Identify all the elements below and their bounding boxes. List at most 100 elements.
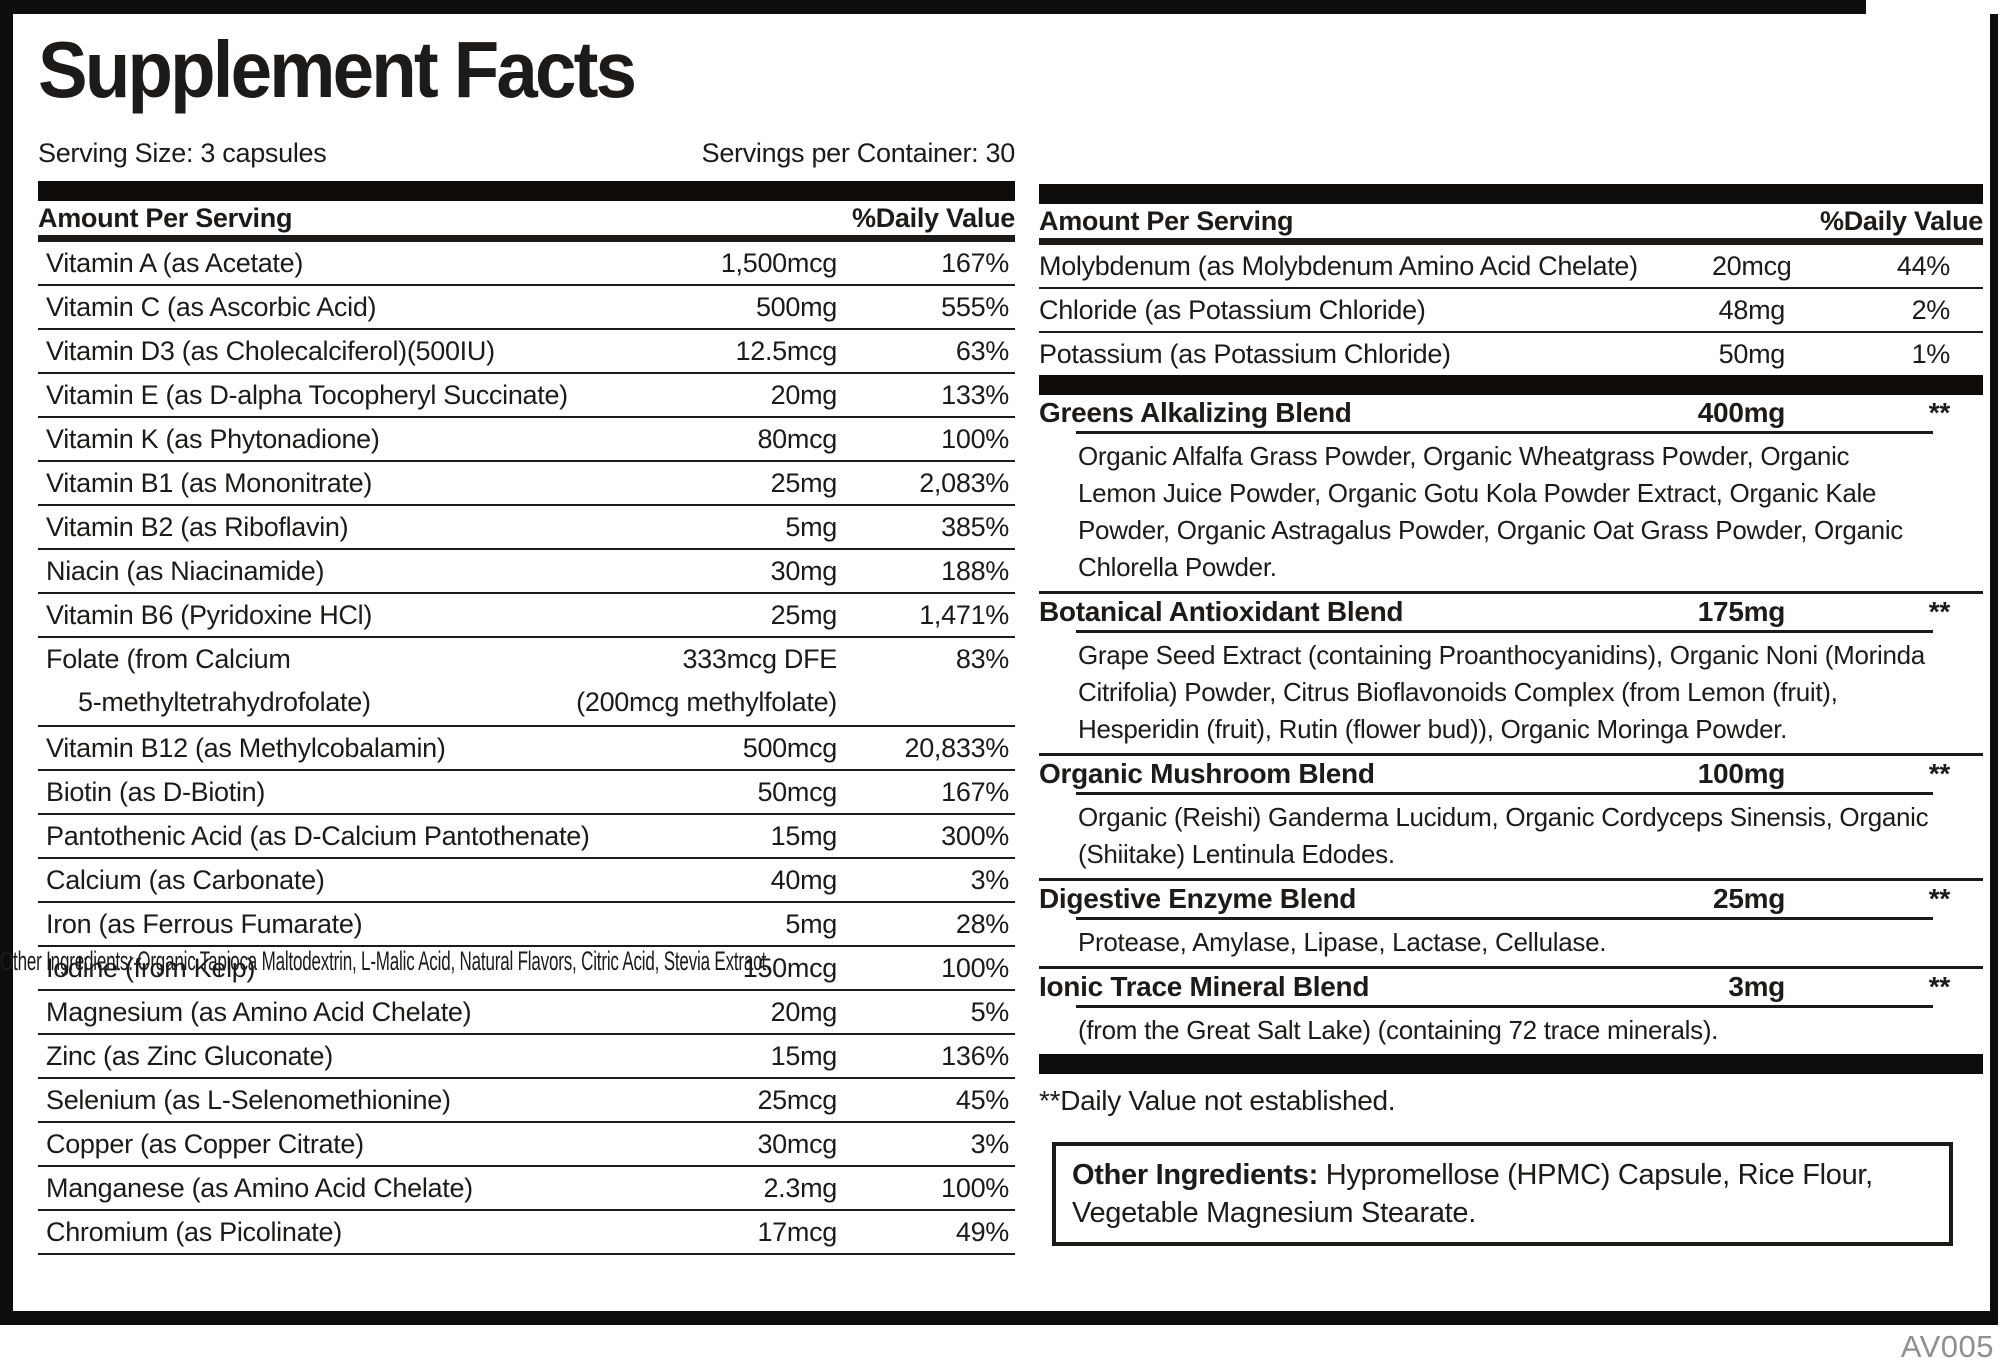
blend-name: Ionic Trace Mineral Blend: [1039, 971, 1370, 1002]
nutrient-name: Vitamin K (as Phytonadione): [46, 423, 380, 454]
nutrient-daily-value: 133%: [941, 379, 1009, 410]
nutrient-row: Selenium (as L-Selenomethionine) 25mcg 4…: [38, 1079, 1015, 1123]
nutrient-row: Zinc (as Zinc Gluconate) 15mg 136%: [38, 1035, 1015, 1079]
nutrient-name: Iron (as Ferrous Fumarate): [46, 908, 363, 939]
nutrient-name: Iodine (from Kelp): [46, 952, 256, 983]
nutrient-name: Copper (as Copper Citrate): [46, 1128, 364, 1159]
product-code: AV005: [1900, 1329, 1994, 1364]
nutrient-name: Vitamin C (as Ascorbic Acid): [46, 291, 377, 322]
nutrient-name: Calcium (as Carbonate): [46, 864, 325, 895]
nutrient-row: Biotin (as D-Biotin) 50mcg 167%: [38, 771, 1015, 815]
blend-daily-value: **: [1928, 883, 1951, 914]
nutrient-amount: 48mg: [1718, 294, 1786, 325]
label-border-top: [0, 0, 1866, 14]
nutrient-row: Chloride (as Potassium Chloride) 48mg 2%: [1039, 289, 1983, 333]
blend-section: Ionic Trace Mineral Blend 3mg ** (from t…: [1039, 971, 1983, 1054]
nutrient-row: Magnesium (as Amino Acid Chelate) 20mg 5…: [38, 991, 1015, 1035]
nutrient-amount-line2: (200mcg methylfolate): [576, 687, 837, 717]
blend-header: Digestive Enzyme Blend 25mg **: [1039, 883, 1983, 914]
nutrient-amount: 1,500mcg: [720, 247, 837, 278]
nutrient-name: Biotin (as D-Biotin): [46, 776, 266, 807]
divider-bar: [1039, 238, 1983, 245]
nutrient-row: Manganese (as Amino Acid Chelate) 2.3mg …: [38, 1167, 1015, 1211]
blend-ingredients: Organic Alfalfa Grass Powder, Organic Wh…: [1078, 441, 1903, 582]
divider-bar: [38, 181, 1015, 201]
nutrient-name: Vitamin B2 (as Riboflavin): [46, 511, 349, 542]
nutrient-amount: 15mg: [770, 1040, 838, 1071]
nutrient-name: Manganese (as Amino Acid Chelate): [46, 1172, 473, 1203]
nutrient-daily-value: 44%: [1896, 250, 1950, 281]
nutrient-row-folate: Folate (from Calcium 5-methyltetrahydrof…: [38, 638, 1015, 727]
nutrient-amount: 150mcg: [742, 952, 838, 983]
nutrient-daily-value: 20,833%: [904, 732, 1010, 763]
nutrient-name: Vitamin B6 (Pyridoxine HCl): [46, 599, 373, 630]
column-header-amount: Amount Per Serving: [38, 202, 293, 233]
blend-ingredients: Organic (Reishi) Ganderma Lucidum, Organ…: [1078, 802, 1929, 869]
nutrient-name: Potassium (as Potassium Chloride): [1039, 338, 1451, 369]
other-ingredients-label: Other Ingredients:: [1072, 1159, 1318, 1191]
blend-daily-value: **: [1928, 596, 1951, 627]
nutrient-row: Vitamin E (as D-alpha Tocopheryl Succina…: [38, 374, 1015, 418]
blend-amount: 100mg: [1697, 758, 1786, 789]
divider-line: [1039, 878, 1983, 881]
blend-section: Digestive Enzyme Blend 25mg ** Protease,…: [1039, 883, 1983, 969]
nutrient-amount: 500mg: [755, 291, 837, 322]
nutrient-amount: 20mg: [770, 996, 838, 1027]
nutrient-name: Folate (from Calcium 5-methyltetrahydrof…: [38, 638, 497, 724]
nutrient-name: Chromium (as Picolinate): [46, 1216, 342, 1247]
nutrient-daily-value: 385%: [941, 511, 1009, 542]
misprint-overlay-text: Other Ingredients: Organic Tapioca Malto…: [0, 946, 771, 976]
column-header-daily-value: %Daily Value: [852, 202, 1015, 233]
blend-name: Organic Mushroom Blend: [1039, 758, 1375, 789]
nutrient-name: Vitamin D3 (as Cholecalciferol)(500IU): [46, 335, 495, 366]
nutrient-name: Niacin (as Niacinamide): [46, 555, 325, 586]
nutrient-row: Vitamin K (as Phytonadione) 80mcg 100%: [38, 418, 1015, 462]
nutrient-row: Vitamin B12 (as Methylcobalamin) 500mcg …: [38, 727, 1015, 771]
left-panel: Supplement Facts Serving Size: 3 capsule…: [38, 30, 1015, 1255]
blend-header: Greens Alkalizing Blend 400mg **: [1039, 397, 1983, 428]
nutrient-name: Chloride (as Potassium Chloride): [1039, 294, 1426, 325]
nutrient-daily-value: 45%: [955, 1084, 1009, 1115]
column-header-daily-value: %Daily Value: [1820, 205, 1983, 236]
nutrient-daily-value: 300%: [941, 820, 1009, 851]
page-title: Supplement Facts: [38, 25, 637, 114]
other-ingredients-box: Other Ingredients: Hypromellose (HPMC) C…: [1052, 1142, 1953, 1246]
nutrient-daily-value: 83%: [955, 644, 1009, 674]
divider-line: [1076, 1005, 1933, 1008]
divider-line: [1039, 591, 1983, 594]
nutrient-row: Vitamin B6 (Pyridoxine HCl) 25mg 1,471%: [38, 594, 1015, 638]
nutrient-row: Molybdenum (as Molybdenum Amino Acid Che…: [1039, 245, 1983, 289]
nutrient-row: Niacin (as Niacinamide) 30mg 188%: [38, 550, 1015, 594]
nutrient-amount: 25mg: [770, 599, 838, 630]
nutrient-daily-value: 2%: [1911, 294, 1951, 325]
divider-bar: [1039, 184, 1983, 204]
nutrient-amount: 30mg: [770, 555, 838, 586]
nutrient-amount: 30mcg: [757, 1128, 837, 1159]
left-table-header: Amount Per Serving %Daily Value: [38, 201, 1015, 235]
nutrient-name: Vitamin B12 (as Methylcobalamin): [46, 732, 446, 763]
blend-section: Botanical Antioxidant Blend 175mg ** Gra…: [1039, 596, 1983, 756]
blend-section: Greens Alkalizing Blend 400mg ** Organic…: [1039, 397, 1983, 594]
nutrient-name-line1: Folate (from Calcium: [46, 644, 291, 674]
nutrient-daily-value: 3%: [970, 864, 1010, 895]
nutrient-daily-value: 3%: [970, 1128, 1010, 1159]
blend-header: Ionic Trace Mineral Blend 3mg **: [1039, 971, 1983, 1002]
label-border-bottom: [0, 1311, 1998, 1325]
nutrient-daily-value: 100%: [941, 1172, 1009, 1203]
nutrient-daily-value: 136%: [941, 1040, 1009, 1071]
right-nutrient-table: Molybdenum (as Molybdenum Amino Acid Che…: [1039, 245, 1983, 375]
nutrient-daily-value: 2,083%: [919, 467, 1009, 498]
blend-amount: 400mg: [1697, 397, 1786, 428]
right-panel: Amount Per Serving %Daily Value Molybden…: [1039, 184, 1983, 1246]
divider-line: [1039, 753, 1983, 756]
nutrient-amount: 20mg: [770, 379, 838, 410]
label-border-right: [1990, 14, 1998, 1311]
nutrient-amount: 20mcg: [1711, 250, 1792, 281]
nutrient-row: Iron (as Ferrous Fumarate) 5mg 28%: [38, 903, 1015, 947]
blend-amount: 25mg: [1713, 883, 1785, 914]
blend-daily-value: **: [1928, 971, 1951, 1002]
nutrient-daily-value: 167%: [941, 776, 1009, 807]
nutrient-amount: 25mcg: [757, 1084, 837, 1115]
blend-daily-value: **: [1928, 397, 1951, 428]
